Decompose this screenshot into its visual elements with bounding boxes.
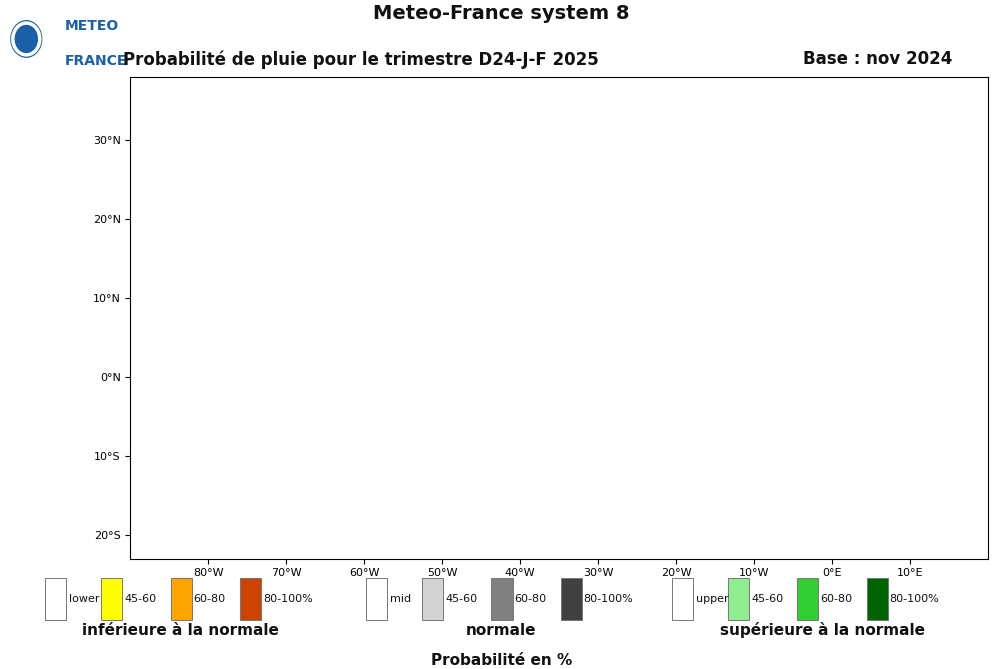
Text: i: i — [37, 33, 41, 45]
Text: supérieure à la normale: supérieure à la normale — [719, 622, 924, 638]
Bar — [101, 579, 122, 620]
Text: 45-60: 45-60 — [445, 595, 477, 605]
Bar — [671, 579, 692, 620]
Text: lower: lower — [69, 595, 99, 605]
Text: normale: normale — [466, 623, 536, 638]
Text: inférieure à la normale: inférieure à la normale — [82, 623, 279, 638]
Text: METEO: METEO — [65, 19, 119, 33]
Bar — [560, 579, 581, 620]
Text: Meteo-France system 8: Meteo-France system 8 — [373, 5, 629, 23]
Text: FRANCE: FRANCE — [65, 54, 127, 68]
Bar — [491, 579, 512, 620]
Bar — [45, 579, 66, 620]
Bar — [170, 579, 191, 620]
Bar — [366, 579, 387, 620]
Bar — [422, 579, 443, 620]
Text: 80-100%: 80-100% — [263, 595, 313, 605]
Text: Probabilité de pluie pour le trimestre D24-J-F 2025: Probabilité de pluie pour le trimestre D… — [123, 50, 598, 69]
Bar — [866, 579, 887, 620]
Text: 45-60: 45-60 — [124, 595, 156, 605]
Text: 60-80: 60-80 — [193, 595, 225, 605]
Text: mid: mid — [390, 595, 411, 605]
Bar — [797, 579, 818, 620]
Text: 80-100%: 80-100% — [889, 595, 939, 605]
Bar — [239, 579, 261, 620]
Text: 80-100%: 80-100% — [583, 595, 633, 605]
Text: 60-80: 60-80 — [514, 595, 546, 605]
Text: 45-60: 45-60 — [750, 595, 783, 605]
Text: Probabilité en %: Probabilité en % — [431, 653, 571, 668]
Text: upper: upper — [695, 595, 728, 605]
Circle shape — [11, 21, 42, 57]
Text: 60-80: 60-80 — [820, 595, 852, 605]
Text: Base : nov 2024: Base : nov 2024 — [803, 50, 951, 68]
Bar — [727, 579, 748, 620]
Circle shape — [11, 21, 42, 57]
